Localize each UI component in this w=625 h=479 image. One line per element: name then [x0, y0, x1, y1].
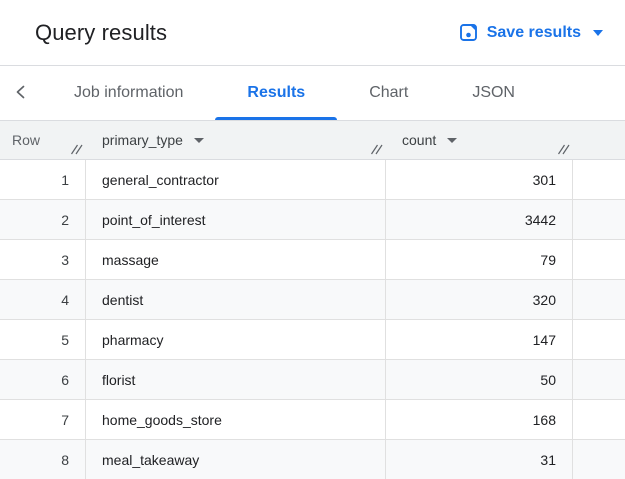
table-row: 7 home_goods_store 168 — [0, 400, 625, 440]
row-column-header-label: Row — [12, 132, 41, 148]
row-spacer-cell — [573, 440, 625, 479]
primary-type-cell: massage — [86, 240, 386, 279]
table-row: 1 general_contractor 301 — [0, 160, 625, 200]
results-tab-bar: Job information Results Chart JSON — [0, 66, 625, 121]
row-spacer-cell — [573, 360, 625, 399]
count-cell: 50 — [386, 360, 573, 399]
count-cell: 147 — [386, 320, 573, 359]
results-table-header: Row primary_type count — [0, 121, 625, 160]
back-button[interactable] — [0, 66, 42, 120]
table-row: 5 pharmacy 147 — [0, 320, 625, 360]
count-column-label: count — [402, 132, 437, 148]
row-number-cell: 4 — [0, 280, 86, 319]
row-number-cell: 5 — [0, 320, 86, 359]
row-spacer-cell — [573, 200, 625, 239]
count-cell: 31 — [386, 440, 573, 479]
tab-results[interactable]: Results — [215, 66, 337, 120]
row-spacer-cell — [573, 400, 625, 439]
count-cell: 320 — [386, 280, 573, 319]
primary-type-cell: home_goods_store — [86, 400, 386, 439]
count-cell: 3442 — [386, 200, 573, 239]
query-results-header: Query results Save results — [0, 0, 625, 66]
row-number-cell: 8 — [0, 440, 86, 479]
header-cell-row: Row — [0, 121, 86, 159]
count-cell: 301 — [386, 160, 573, 199]
row-spacer-cell — [573, 160, 625, 199]
primary-type-cell: pharmacy — [86, 320, 386, 359]
table-row: 8 meal_takeaway 31 — [0, 440, 625, 479]
save-results-dropdown-caret-icon — [593, 29, 603, 36]
table-row: 4 dentist 320 — [0, 280, 625, 320]
count-dropdown-caret-icon[interactable] — [447, 137, 458, 143]
primary-type-cell: florist — [86, 360, 386, 399]
primary-type-cell: dentist — [86, 280, 386, 319]
save-icon — [459, 23, 478, 42]
save-results-label: Save results — [486, 23, 581, 41]
row-spacer-cell — [573, 280, 625, 319]
tab-json[interactable]: JSON — [440, 66, 547, 120]
table-row: 6 florist 50 — [0, 360, 625, 400]
primary-type-column-label: primary_type — [102, 132, 183, 148]
tab-job-information[interactable]: Job information — [42, 66, 215, 120]
header-cell-spacer — [573, 121, 625, 159]
column-resize-handle-icon[interactable] — [557, 144, 570, 155]
count-cell: 168 — [386, 400, 573, 439]
primary-type-cell: general_contractor — [86, 160, 386, 199]
row-number-cell: 1 — [0, 160, 86, 199]
table-row: 3 massage 79 — [0, 240, 625, 280]
primary-type-cell: meal_takeaway — [86, 440, 386, 479]
header-cell-count: count — [386, 121, 573, 159]
column-resize-handle-icon[interactable] — [370, 144, 383, 155]
page-title: Query results — [35, 19, 168, 45]
row-spacer-cell — [573, 320, 625, 359]
row-number-cell: 2 — [0, 200, 86, 239]
tab-chart[interactable]: Chart — [337, 66, 440, 120]
save-results-button[interactable]: Save results — [455, 17, 607, 48]
primary-type-dropdown-caret-icon[interactable] — [193, 137, 204, 143]
row-number-cell: 6 — [0, 360, 86, 399]
column-resize-handle-icon[interactable] — [70, 144, 83, 155]
results-table-body: 1 general_contractor 301 2 point_of_inte… — [0, 160, 625, 479]
primary-type-cell: point_of_interest — [86, 200, 386, 239]
chevron-left-icon — [12, 83, 30, 104]
table-row: 2 point_of_interest 3442 — [0, 200, 625, 240]
row-spacer-cell — [573, 240, 625, 279]
row-number-cell: 7 — [0, 400, 86, 439]
header-cell-primary-type: primary_type — [86, 121, 386, 159]
row-number-cell: 3 — [0, 240, 86, 279]
count-cell: 79 — [386, 240, 573, 279]
